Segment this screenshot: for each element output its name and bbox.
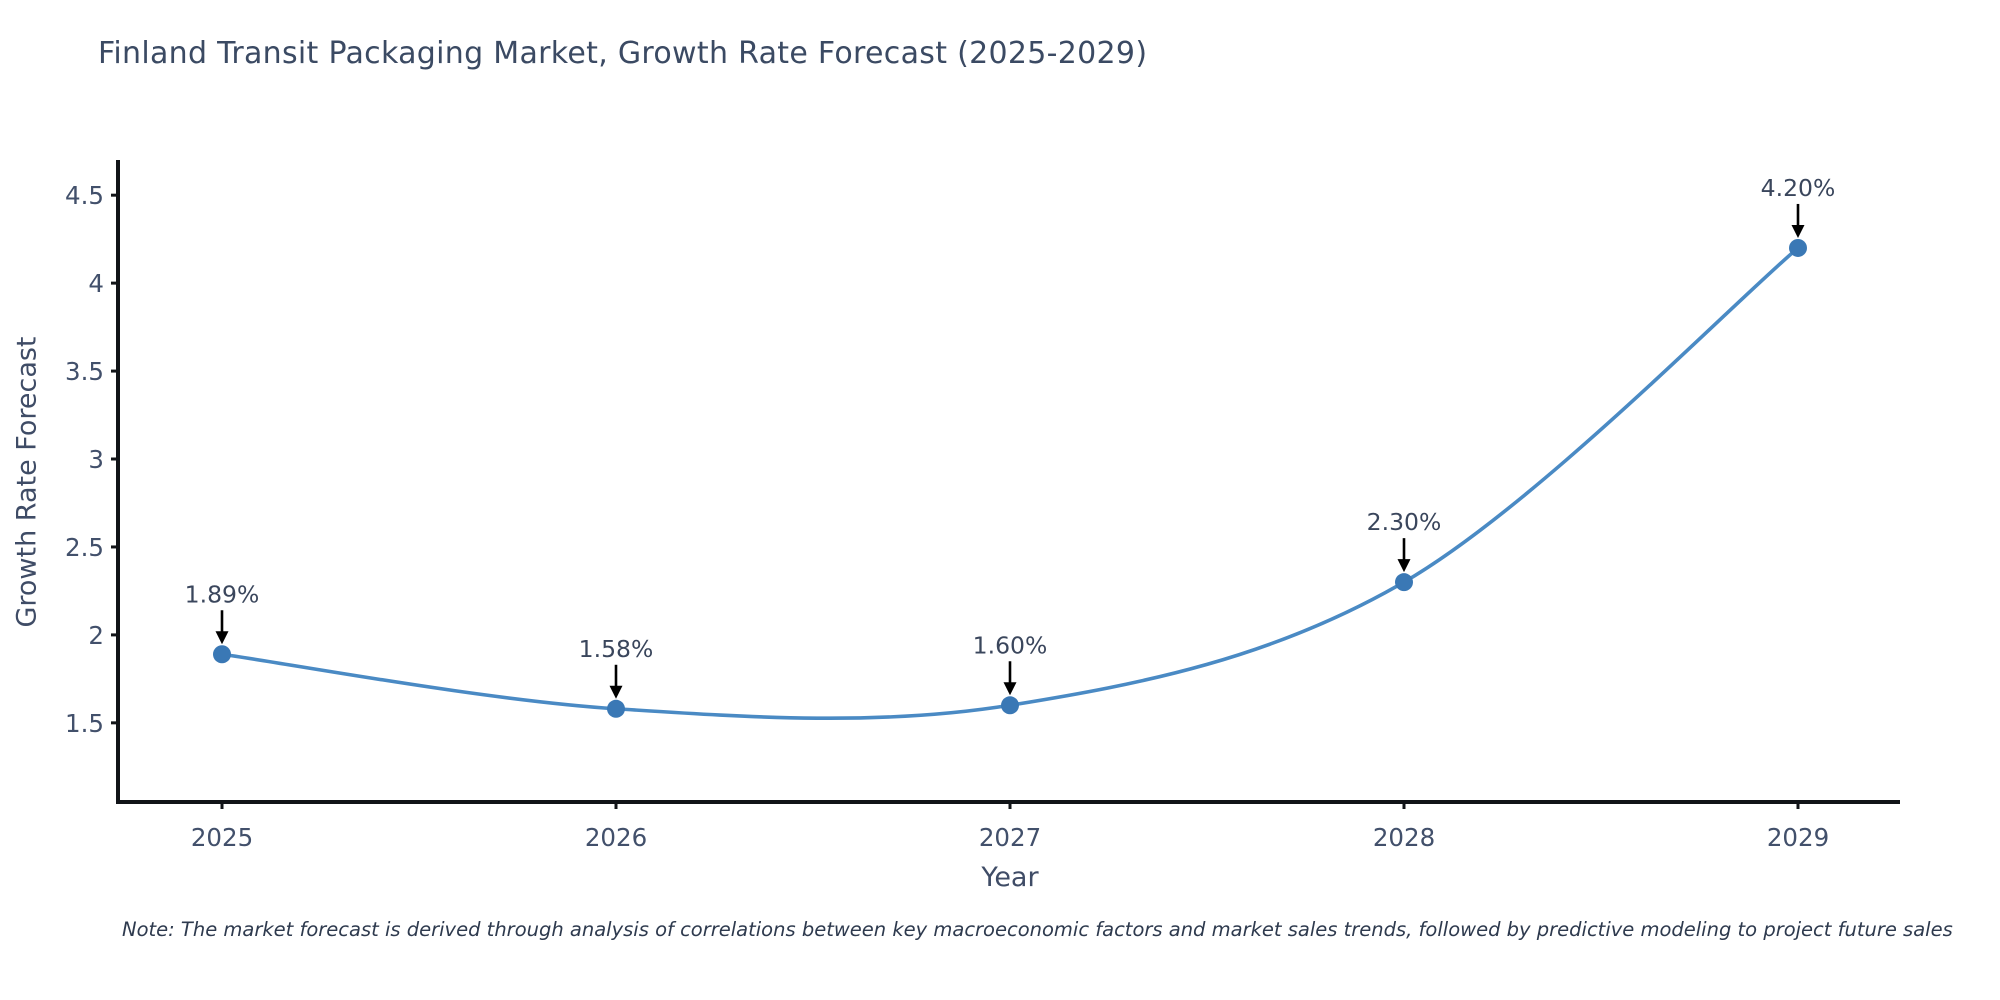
y-tick-label: 2.5 (65, 533, 104, 562)
x-axis-title: Year (981, 862, 1039, 893)
y-tick-label: 1.5 (65, 709, 104, 738)
footnote: Note: The market forecast is derived thr… (122, 918, 1953, 941)
data-point-marker (1001, 696, 1019, 715)
annotation-arrow-head (215, 631, 229, 645)
annotation-arrow-head (609, 685, 623, 699)
x-tick-label: 2028 (1373, 823, 1435, 852)
forecast-line (220, 246, 1800, 721)
y-tick-label: 3.5 (65, 357, 104, 386)
x-tick-label: 2029 (1767, 823, 1829, 852)
y-tick-label: 4.5 (65, 181, 104, 210)
data-point-label: 2.30% (1367, 508, 1442, 536)
chart-title: Finland Transit Packaging Market, Growth… (98, 36, 1148, 71)
data-point-marker (607, 699, 625, 718)
y-tick-label: 3 (88, 445, 104, 474)
annotation-arrow-head (1397, 559, 1411, 573)
data-point-marker (1395, 573, 1413, 592)
data-point-marker (213, 645, 231, 664)
data-point-marker (1789, 238, 1807, 257)
x-tick-label: 2025 (191, 823, 253, 852)
x-tick-label: 2026 (585, 823, 647, 852)
y-tick-label: 4 (88, 269, 104, 298)
y-tick-label: 2 (88, 621, 104, 650)
annotation-arrow-head (1003, 682, 1017, 696)
data-point-label: 1.89% (185, 580, 260, 608)
annotation-arrow-head (1791, 224, 1805, 238)
x-tick-label: 2027 (979, 823, 1041, 852)
data-point-label: 1.60% (973, 631, 1048, 659)
data-point-label: 4.20% (1761, 174, 1836, 202)
data-point-label: 1.58% (579, 635, 654, 663)
